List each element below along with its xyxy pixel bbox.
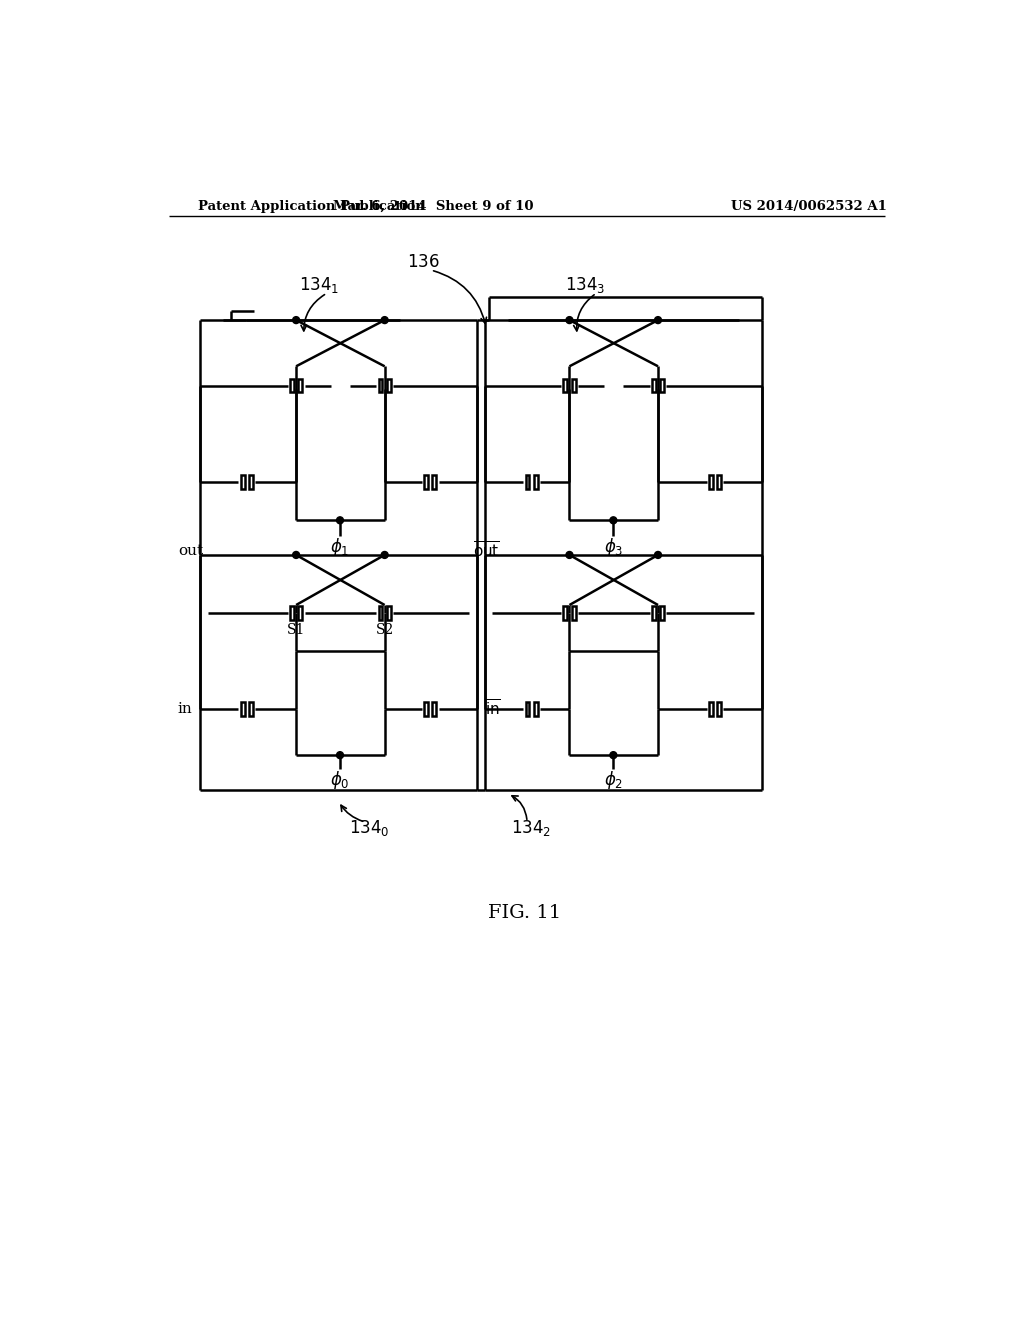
Bar — [571, 379, 575, 392]
Bar — [379, 379, 382, 392]
Bar — [290, 379, 294, 392]
Text: $134_2$: $134_2$ — [511, 818, 551, 838]
Bar — [660, 379, 665, 392]
Circle shape — [381, 317, 388, 323]
Circle shape — [654, 552, 662, 558]
Bar — [387, 606, 391, 619]
Bar — [432, 702, 436, 715]
Text: US 2014/0062532 A1: US 2014/0062532 A1 — [731, 199, 887, 213]
Bar — [379, 606, 382, 619]
Circle shape — [337, 751, 343, 759]
Bar — [432, 475, 436, 488]
Bar — [249, 475, 253, 488]
Text: out: out — [178, 544, 204, 558]
Bar — [241, 702, 245, 715]
Bar — [709, 702, 713, 715]
Text: $136$: $136$ — [407, 253, 439, 271]
Text: Patent Application Publication: Patent Application Publication — [198, 199, 424, 213]
Text: FIG. 11: FIG. 11 — [488, 904, 561, 921]
Text: S2: S2 — [376, 623, 394, 636]
Bar — [249, 702, 253, 715]
Bar — [424, 475, 428, 488]
Bar — [717, 475, 721, 488]
Bar — [717, 702, 721, 715]
Bar — [525, 475, 529, 488]
Bar — [424, 702, 428, 715]
Bar — [563, 379, 567, 392]
Circle shape — [381, 552, 388, 558]
Text: in: in — [177, 702, 193, 715]
Text: $\phi_1$: $\phi_1$ — [331, 536, 349, 558]
Text: $\phi_3$: $\phi_3$ — [603, 536, 623, 558]
Text: $134_0$: $134_0$ — [349, 818, 389, 838]
Bar — [387, 379, 391, 392]
Circle shape — [566, 552, 572, 558]
Text: $134_1$: $134_1$ — [299, 276, 339, 296]
Text: $134_3$: $134_3$ — [564, 276, 605, 296]
Text: $\phi_2$: $\phi_2$ — [604, 768, 623, 791]
Circle shape — [566, 317, 572, 323]
Text: S1: S1 — [287, 623, 305, 636]
Bar — [525, 702, 529, 715]
Bar — [241, 475, 245, 488]
Bar — [660, 606, 665, 619]
Bar — [571, 606, 575, 619]
Circle shape — [337, 517, 343, 524]
Bar — [563, 606, 567, 619]
Text: Mar. 6, 2014  Sheet 9 of 10: Mar. 6, 2014 Sheet 9 of 10 — [333, 199, 534, 213]
Text: $\overline{\rm out}$: $\overline{\rm out}$ — [473, 541, 500, 561]
Circle shape — [293, 552, 300, 558]
Bar — [535, 475, 538, 488]
Circle shape — [610, 517, 616, 524]
Bar — [290, 606, 294, 619]
Text: $\overline{\rm in}$: $\overline{\rm in}$ — [484, 698, 501, 719]
Bar — [298, 606, 302, 619]
Circle shape — [293, 317, 300, 323]
Circle shape — [610, 751, 616, 759]
Bar — [652, 606, 655, 619]
Bar — [298, 379, 302, 392]
Bar — [535, 702, 538, 715]
Circle shape — [654, 317, 662, 323]
Bar — [709, 475, 713, 488]
Text: $\phi_0$: $\phi_0$ — [330, 768, 350, 791]
Bar — [652, 379, 655, 392]
